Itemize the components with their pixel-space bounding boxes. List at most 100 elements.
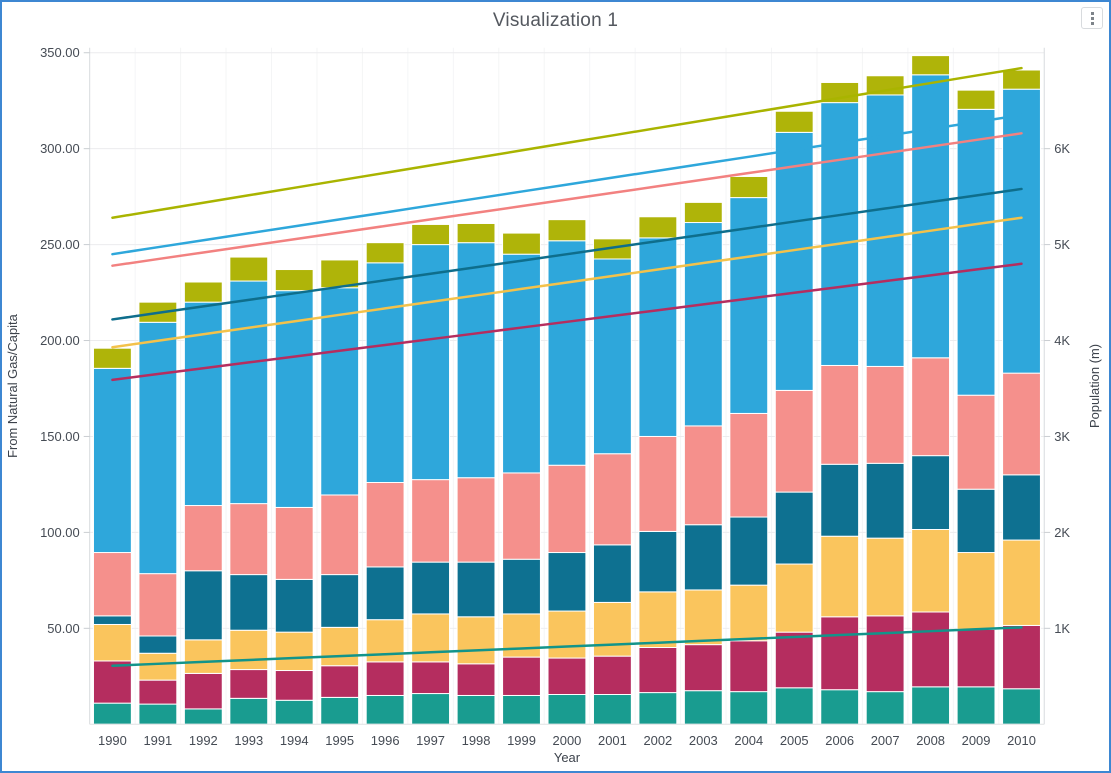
bar-segment-lightblue-1997[interactable] (411, 244, 451, 481)
bar-segment-olive-1996[interactable] (365, 242, 405, 264)
bar-segment-darkpetrol-2004[interactable] (729, 516, 769, 586)
bar-segment-yellow-2003[interactable] (683, 589, 723, 646)
bar-segment-crimson-2009[interactable] (956, 628, 996, 688)
bar-segment-pink-1997[interactable] (411, 479, 451, 563)
bar-segment-pink-2009[interactable] (956, 394, 996, 490)
bar-segment-lightblue-2008[interactable] (911, 74, 951, 359)
bar-segment-lightblue-1996[interactable] (365, 262, 405, 483)
bar-segment-teal-1994[interactable] (274, 699, 314, 725)
bar-segment-teal-1991[interactable] (138, 703, 178, 725)
bar-segment-olive-2010[interactable] (1002, 69, 1041, 90)
bar-segment-teal-2000[interactable] (547, 694, 587, 725)
bar-segment-lightblue-1993[interactable] (229, 280, 269, 505)
bar-segment-crimson-1999[interactable] (502, 656, 541, 696)
bar-segment-darkpetrol-1994[interactable] (274, 578, 314, 633)
bar-segment-darkpetrol-2007[interactable] (865, 462, 905, 539)
bar-segment-lightblue-1991[interactable] (138, 321, 178, 575)
bar-segment-lightblue-2001[interactable] (592, 258, 632, 455)
bar-segment-pink-1991[interactable] (138, 573, 178, 637)
bar-segment-lightblue-2009[interactable] (956, 108, 996, 396)
trend-line-yellow[interactable] (111, 216, 1023, 349)
bar-segment-teal-1993[interactable] (229, 697, 269, 725)
bar-segment-crimson-2000[interactable] (547, 657, 587, 696)
bar-segment-teal-1997[interactable] (411, 693, 451, 725)
bar-segment-crimson-1990[interactable] (92, 660, 132, 704)
bar-segment-yellow-1991[interactable] (138, 652, 178, 681)
bar-segment-darkpetrol-1997[interactable] (411, 561, 451, 615)
bar-segment-teal-1999[interactable] (502, 694, 541, 725)
bar-segment-pink-2000[interactable] (547, 464, 587, 554)
bar-segment-pink-1990[interactable] (92, 552, 132, 617)
bar-segment-yellow-1997[interactable] (411, 613, 451, 663)
bar-segment-crimson-2002[interactable] (638, 647, 678, 694)
bar-segment-pink-2002[interactable] (638, 435, 678, 532)
bar-segment-pink-2006[interactable] (820, 364, 860, 465)
bar-segment-yellow-1992[interactable] (183, 639, 223, 674)
trend-line-pink[interactable] (111, 132, 1023, 267)
bar-segment-yellow-2007[interactable] (865, 537, 905, 617)
bar-segment-teal-2009[interactable] (956, 686, 996, 725)
bar-segment-pink-2001[interactable] (592, 453, 632, 546)
bar-segment-darkpetrol-2006[interactable] (820, 463, 860, 537)
bar-segment-pink-1998[interactable] (456, 477, 496, 563)
bar-segment-lightblue-1995[interactable] (320, 287, 360, 496)
bar-segment-crimson-1996[interactable] (365, 661, 405, 696)
bar-segment-darkpetrol-1992[interactable] (183, 570, 223, 641)
bar-segment-yellow-1993[interactable] (229, 629, 269, 671)
bar-segment-lightblue-1990[interactable] (92, 367, 132, 554)
bar-segment-olive-1995[interactable] (320, 259, 360, 289)
bar-segment-darkpetrol-2008[interactable] (911, 455, 951, 531)
bar-segment-yellow-2001[interactable] (592, 601, 632, 657)
bar-segment-olive-2000[interactable] (547, 219, 587, 242)
bar-segment-crimson-2003[interactable] (683, 644, 723, 692)
bar-segment-crimson-2010[interactable] (1002, 624, 1041, 690)
bar-segment-olive-2005[interactable] (774, 110, 814, 133)
bar-segment-crimson-1992[interactable] (183, 672, 223, 710)
bar-segment-lightblue-2000[interactable] (547, 240, 587, 466)
bar-segment-yellow-2005[interactable] (774, 563, 814, 633)
bar-segment-crimson-2007[interactable] (865, 615, 905, 693)
bar-segment-crimson-1997[interactable] (411, 661, 451, 695)
bar-segment-pink-2008[interactable] (911, 357, 951, 457)
bar-segment-crimson-2004[interactable] (729, 640, 769, 693)
bar-segment-darkpetrol-2001[interactable] (592, 544, 632, 603)
bar-segment-teal-2005[interactable] (774, 687, 814, 725)
trend-line-darkpetrol[interactable] (111, 187, 1023, 321)
bar-segment-teal-2003[interactable] (683, 690, 723, 725)
bar-segment-darkpetrol-2003[interactable] (683, 524, 723, 591)
bar-segment-lightblue-2003[interactable] (683, 222, 723, 427)
bar-segment-pink-2007[interactable] (865, 365, 905, 464)
bar-segment-darkpetrol-1999[interactable] (502, 558, 541, 615)
bar-segment-olive-1998[interactable] (456, 222, 496, 244)
bar-segment-olive-2002[interactable] (638, 216, 678, 239)
bar-segment-crimson-2006[interactable] (820, 616, 860, 691)
bar-segment-yellow-1998[interactable] (456, 616, 496, 665)
bar-segment-pink-1994[interactable] (274, 506, 314, 580)
bar-segment-lightblue-1992[interactable] (183, 301, 223, 507)
bar-segment-teal-1998[interactable] (456, 694, 496, 725)
bar-segment-olive-1997[interactable] (411, 223, 451, 246)
bar-segment-teal-1995[interactable] (320, 696, 360, 725)
bar-segment-yellow-2006[interactable] (820, 535, 860, 618)
bar-segment-yellow-2000[interactable] (547, 610, 587, 659)
bar-segment-darkpetrol-2009[interactable] (956, 488, 996, 554)
bar-segment-pink-1996[interactable] (365, 482, 405, 568)
bar-segment-lightblue-1998[interactable] (456, 242, 496, 479)
bar-segment-teal-1990[interactable] (92, 702, 132, 725)
bar-segment-pink-2003[interactable] (683, 425, 723, 526)
bar-segment-darkpetrol-2005[interactable] (774, 491, 814, 565)
bar-segment-yellow-1999[interactable] (502, 613, 541, 658)
trend-line-crimson[interactable] (111, 262, 1023, 382)
bar-segment-olive-2008[interactable] (911, 55, 951, 76)
bar-segment-yellow-1990[interactable] (92, 623, 132, 662)
bar-segment-pink-1992[interactable] (183, 505, 223, 572)
bar-segment-pink-2010[interactable] (1002, 372, 1041, 476)
bar-segment-teal-2007[interactable] (865, 691, 905, 725)
trend-line-teal[interactable] (111, 626, 1023, 667)
bar-segment-olive-1994[interactable] (274, 269, 314, 292)
trend-line-lightblue[interactable] (111, 113, 1023, 256)
bar-segment-pink-1993[interactable] (229, 503, 269, 576)
bar-segment-darkpetrol-2010[interactable] (1002, 474, 1041, 541)
bar-segment-darkpetrol-1993[interactable] (229, 574, 269, 631)
bar-segment-pink-1999[interactable] (502, 472, 541, 560)
